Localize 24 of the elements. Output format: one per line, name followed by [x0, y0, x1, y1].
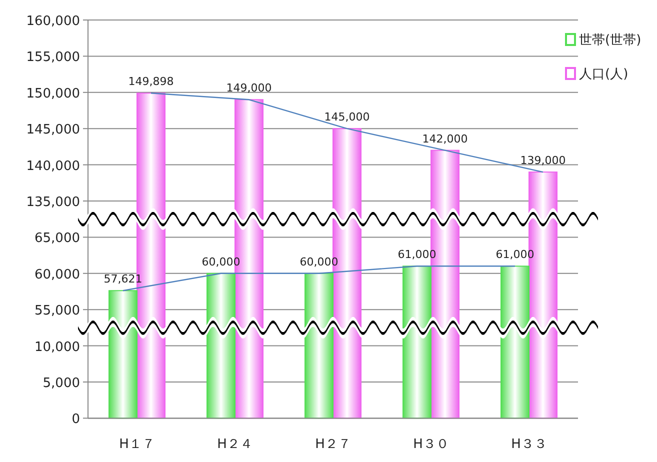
x-tick-label: H３３	[511, 437, 547, 452]
y-tick-label: 5,000	[42, 376, 80, 391]
y-tick-label: 145,000	[26, 122, 80, 138]
y-tick-label: 160,000	[26, 14, 80, 29]
x-tick-label: H３０	[413, 437, 449, 452]
data-label: 149,000	[226, 82, 272, 95]
legend-label: 人口(人)	[579, 67, 628, 82]
y-tick-label: 60,000	[34, 267, 80, 282]
y-tick-label: 140,000	[26, 158, 80, 174]
y-tick-label: 0	[72, 412, 80, 428]
x-tick-label: H１７	[119, 437, 155, 452]
x-tick-label: H２４	[217, 437, 253, 452]
y-tick-label: 55,000	[34, 304, 80, 319]
y-tick-label: 155,000	[26, 50, 80, 66]
legend-label: 世帯(世帯)	[579, 33, 642, 48]
y-tick-label: 10,000	[34, 340, 80, 355]
y-tick-label: 135,000	[26, 195, 80, 210]
y-tick-label: 150,000	[26, 86, 80, 102]
x-tick-label: H２７	[315, 437, 351, 452]
data-label: 145,000	[324, 110, 370, 124]
data-label: 142,000	[422, 132, 468, 146]
y-tick-label: 65,000	[34, 231, 80, 246]
data-label: 139,000	[520, 154, 566, 168]
data-label: 149,898	[128, 75, 174, 88]
